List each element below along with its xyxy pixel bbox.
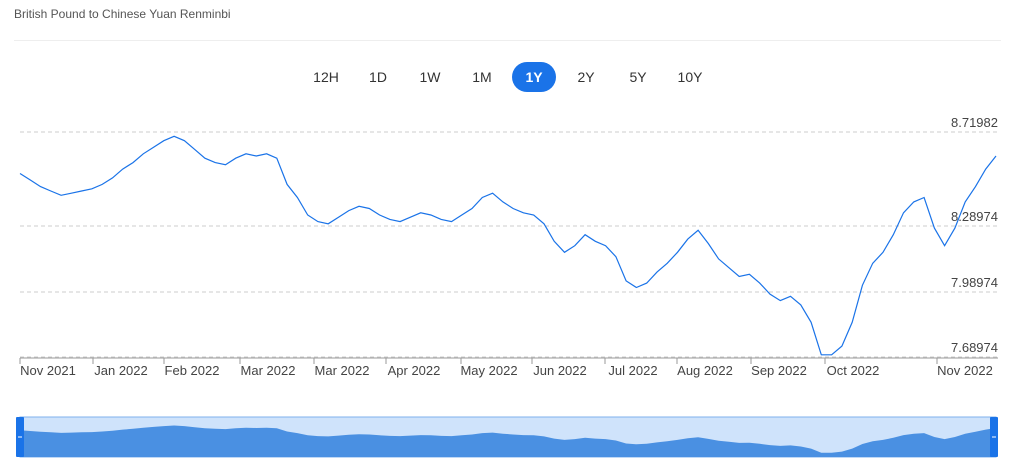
x-tick-label: Jun 2022: [533, 363, 587, 378]
range-selector: 12H 1D 1W 1M 1Y 2Y 5Y 10Y: [300, 62, 716, 92]
x-tick-label: Aug 2022: [677, 363, 733, 378]
range-button-5y[interactable]: 5Y: [629, 69, 647, 85]
series-line: [19, 135, 997, 356]
header-divider: [14, 40, 1001, 41]
x-tick-label: Apr 2022: [388, 363, 441, 378]
y-tick-label: 8.28974: [951, 209, 998, 224]
y-tick-label: 7.68974: [951, 340, 998, 355]
x-tick-label: Nov 2022: [937, 363, 993, 378]
x-tick-label: Mar 2022: [315, 363, 370, 378]
range-button-1y[interactable]: 1Y: [512, 62, 556, 92]
x-tick-label: Mar 2022: [241, 363, 296, 378]
x-tick-label: May 2022: [460, 363, 517, 378]
range-button-12h[interactable]: 12H: [313, 69, 339, 85]
navigator-series-area: [20, 425, 996, 457]
x-tick-label: Sep 2022: [751, 363, 807, 378]
x-tick-label: Feb 2022: [165, 363, 220, 378]
range-button-1w[interactable]: 1W: [419, 69, 441, 85]
range-button-10y[interactable]: 10Y: [677, 69, 703, 85]
y-tick-label: 8.71982: [951, 115, 998, 130]
range-button-1d[interactable]: 1D: [369, 69, 387, 85]
x-tick-label: Jan 2022: [94, 363, 148, 378]
x-tick-label: Jul 2022: [608, 363, 657, 378]
x-tick-label: Oct 2022: [827, 363, 880, 378]
range-button-1m[interactable]: 1M: [472, 69, 492, 85]
x-tick-label: Nov 2021: [20, 363, 76, 378]
y-tick-label: 7.98974: [951, 275, 998, 290]
page-title: British Pound to Chinese Yuan Renminbi: [14, 7, 231, 21]
range-button-2y[interactable]: 2Y: [577, 69, 595, 85]
